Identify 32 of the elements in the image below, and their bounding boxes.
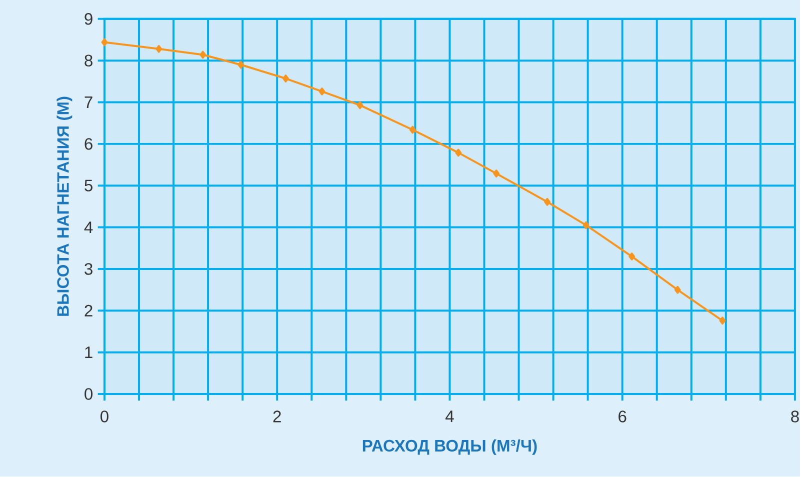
y-tick-label: 6 (84, 138, 92, 150)
y-tick-label: 3 (84, 263, 92, 276)
y-tick-label: 0 (84, 388, 93, 400)
y-tick-label: 4 (84, 222, 93, 234)
point (238, 61, 244, 69)
point (455, 148, 462, 157)
x-tick-label: 8 (791, 410, 799, 423)
y-tick-label: 1 (85, 346, 92, 358)
y-tick-label: 5 (84, 180, 92, 192)
point (674, 286, 681, 294)
point (582, 221, 590, 230)
point (156, 45, 162, 54)
x-tick-label: 6 (618, 410, 626, 423)
y-tick-label: 2 (84, 305, 92, 317)
y-tick-label: 9 (84, 13, 92, 25)
point (356, 101, 364, 110)
point (628, 252, 636, 261)
point (409, 126, 416, 134)
x-axis-title: РАСХОД ВОДЫ (М³/Ч) (362, 440, 537, 456)
y-axis-title: ВЫСОТА НАГНЕТАНИЯ (М) (56, 96, 72, 316)
point (318, 88, 326, 96)
point (200, 51, 206, 59)
y-tick-label: 8 (84, 54, 92, 67)
x-tick-label: 0 (100, 410, 108, 423)
x-tick-label: 4 (445, 410, 454, 422)
point (544, 198, 550, 206)
y-tick-label: 7 (84, 96, 92, 108)
point (493, 170, 500, 178)
point (719, 316, 726, 325)
x-tick-label: 2 (273, 410, 281, 422)
point (282, 74, 289, 83)
point (101, 38, 108, 46)
